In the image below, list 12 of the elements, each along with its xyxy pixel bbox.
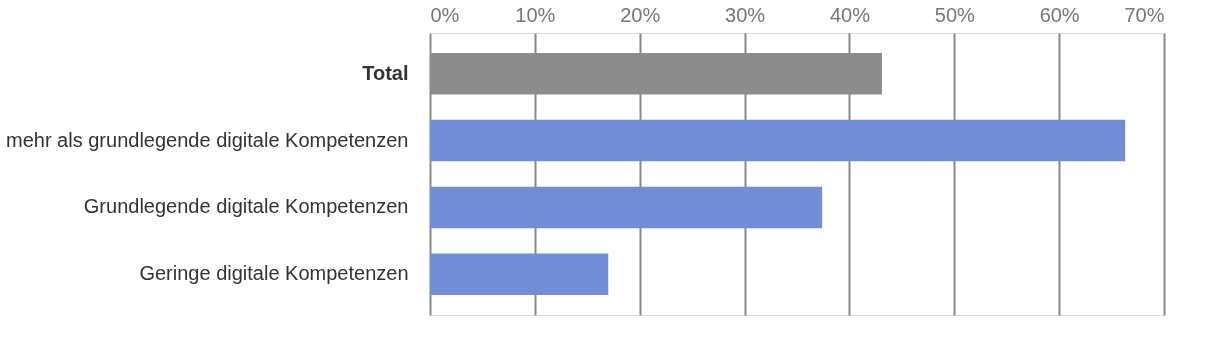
x-tick-label: 10%: [515, 3, 556, 26]
x-tick-label: 50%: [934, 3, 976, 26]
x-tick-label: 70%: [1124, 3, 1165, 26]
x-tick-label: 40%: [829, 3, 871, 26]
y-tick-label: mehr als grundlegende digitale Kompetenzen: [6, 128, 409, 151]
x-tick-label: 20%: [620, 3, 661, 26]
y-tick-label: Grundlegende digitale Kompetenzen: [83, 195, 409, 218]
x-tick-label: 60%: [1039, 3, 1080, 26]
x-tick-label: 0%: [430, 3, 460, 26]
y-tick-label: Total: [362, 61, 409, 84]
y-tick-label: Geringe digitale Kompetenzen: [139, 262, 409, 285]
x-tick-label: 30%: [725, 3, 766, 26]
